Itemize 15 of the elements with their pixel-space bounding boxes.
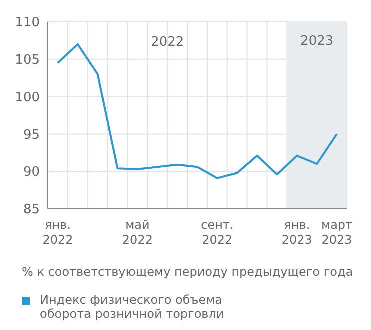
legend-label: Индекс физического объема оборота розничной торговли [40,293,226,321]
text: % к соответствующему периоду предыдущего года [22,265,354,279]
y-tick-label: 100 [15,90,40,106]
x-tick-label: янв. 2023 [282,218,312,247]
x-tick-label: март 2023 [322,218,353,247]
x-tick-label: янв. 2022 [42,218,74,247]
x-tick-label: сент. 2022 [201,218,234,247]
y-tick-label: 105 [15,53,40,68]
x-tick-label: май 2022 [122,218,153,247]
y-tick-label: 90 [23,165,40,180]
band-label: 2023 [300,34,334,50]
annotation: 2022 [150,35,186,50]
y-tick-label: 95 [23,128,40,143]
y-tick-label: 110 [15,16,40,31]
y-tick-label: 85 [23,202,40,218]
